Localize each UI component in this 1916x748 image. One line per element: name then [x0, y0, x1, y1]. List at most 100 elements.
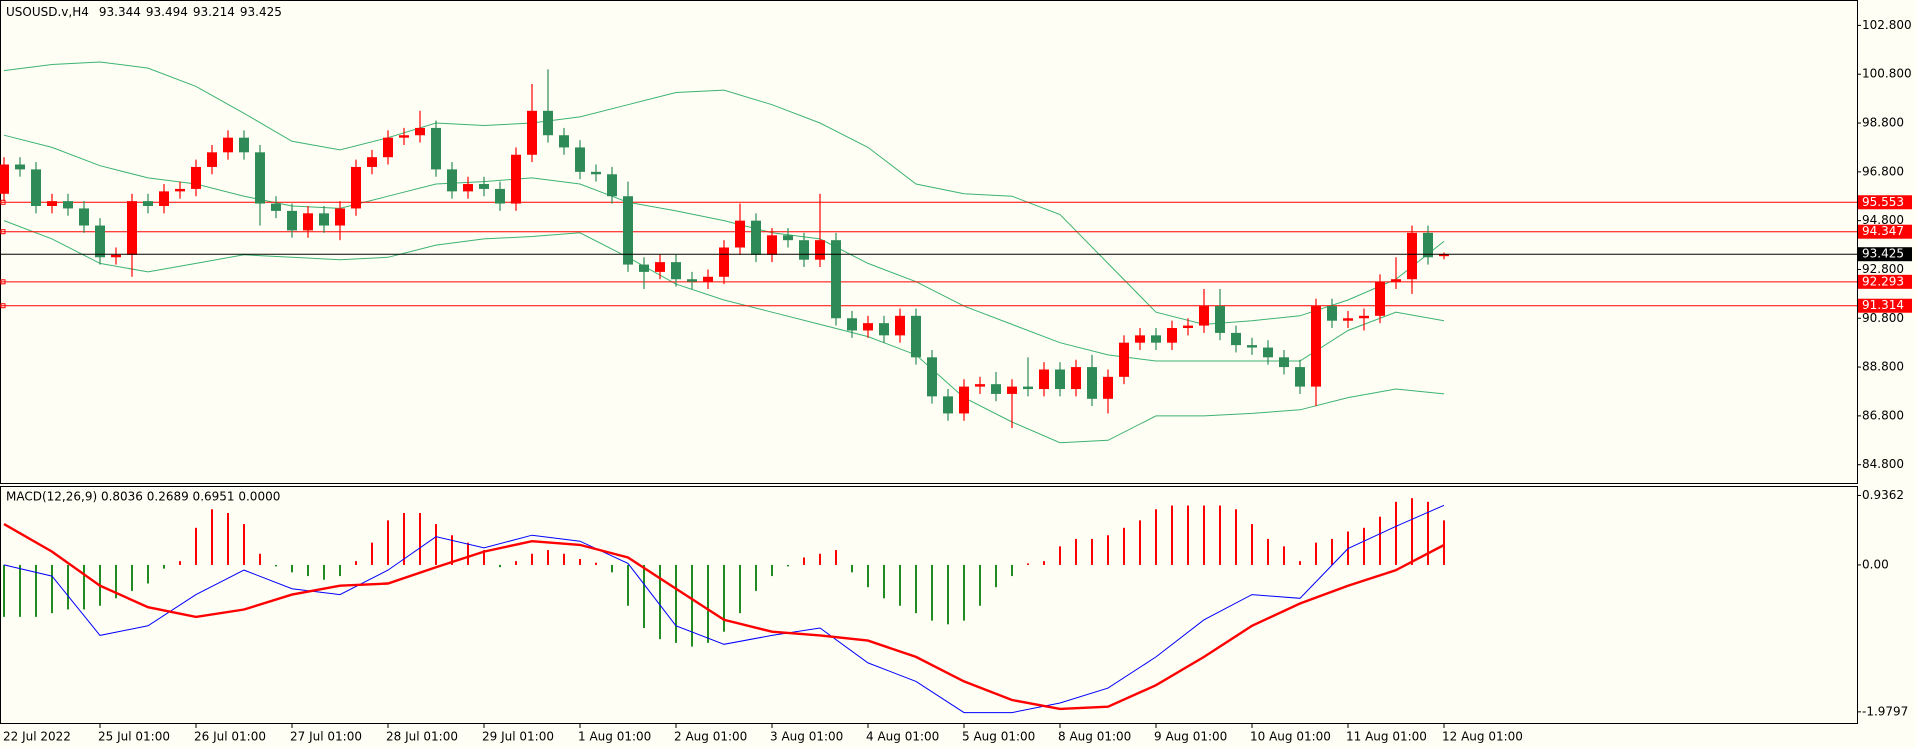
candle-body: [0, 164, 9, 194]
candle-body: [527, 110, 537, 155]
macd-bar: [723, 564, 725, 632]
macd-bar: [899, 564, 901, 606]
y-tick-label: 96.800: [1862, 164, 1904, 178]
candle-body: [655, 262, 665, 272]
y-tick-label: 0.9362: [1862, 488, 1904, 502]
x-tick-label: 5 Aug 01:00: [962, 730, 1035, 744]
macd-bar: [643, 564, 645, 629]
macd-bar: [195, 527, 197, 565]
candle-body: [1199, 306, 1209, 326]
macd-bar: [1411, 498, 1413, 565]
candle-body: [1295, 367, 1305, 387]
candle-body: [63, 201, 73, 209]
macd-bar: [515, 561, 517, 565]
macd-bar: [435, 524, 437, 565]
candle-body: [1279, 357, 1289, 368]
y-tick-label: 86.800: [1862, 408, 1904, 422]
candle-body: [1231, 332, 1241, 346]
candle-body: [1423, 232, 1433, 258]
macd-bar: [1027, 563, 1029, 565]
macd-bar: [1427, 501, 1429, 565]
candle-body: [1007, 386, 1017, 394]
candle-body: [847, 318, 857, 331]
macd-bar: [1283, 546, 1285, 565]
x-tick-label: 26 Jul 01:00: [194, 730, 266, 744]
x-tick-label: 28 Jul 01:00: [386, 730, 458, 744]
macd-bar: [547, 550, 549, 565]
candle-body: [511, 154, 521, 204]
macd-bar: [931, 564, 933, 621]
candle-body: [575, 147, 585, 172]
y-tick-label: -1.9797: [1862, 704, 1908, 718]
macd-bar: [819, 553, 821, 565]
y-tick-label: 94.800: [1862, 213, 1904, 227]
macd-bar: [675, 564, 677, 643]
macd-bar: [1187, 505, 1189, 565]
price-label-box: [1858, 195, 1912, 210]
candle-body: [47, 201, 57, 207]
candle-body: [383, 137, 393, 158]
candle-body: [1215, 306, 1225, 333]
macd-bar: [1395, 501, 1397, 565]
price-label-box: [1858, 298, 1912, 313]
macd-bar: [611, 564, 613, 573]
y-tick-label: 92.800: [1862, 262, 1904, 276]
macd-bar: [787, 564, 789, 567]
macd-bar: [211, 509, 213, 565]
macd-bar: [963, 564, 965, 621]
candle-body: [415, 127, 425, 136]
macd-bar: [227, 512, 229, 565]
candle-body: [367, 157, 377, 167]
macd-bar: [387, 520, 389, 565]
header: USOUSD.v,H4 93.344 93.494 93.214 93.425: [6, 5, 282, 19]
macd-bar: [659, 564, 661, 640]
price-label-box: [1858, 224, 1912, 239]
candle-body: [143, 201, 153, 207]
x-tick-label: 12 Aug 01:00: [1442, 730, 1523, 744]
macd-bar: [467, 542, 469, 565]
candle-body: [399, 135, 409, 138]
x-tick-label: 1 Aug 01:00: [578, 730, 651, 744]
macd-bar: [179, 561, 181, 565]
macd-bar: [835, 550, 837, 565]
candle-body: [1311, 306, 1321, 387]
macd-bar: [163, 564, 165, 569]
macd-bar: [995, 564, 997, 588]
bollinger-band: [3, 220, 1445, 444]
candle-body: [223, 137, 233, 153]
candle-body: [751, 220, 761, 255]
price-label: 92.293: [1862, 274, 1904, 288]
macd-bar: [1267, 538, 1269, 565]
candle-body: [815, 240, 825, 260]
candle-body: [559, 135, 569, 148]
main-frame: [0, 0, 1858, 484]
macd-line: [3, 504, 1445, 714]
candle-body: [1055, 369, 1065, 390]
candle-body: [127, 201, 137, 255]
candle-body: [895, 315, 905, 336]
macd-bar: [739, 564, 741, 614]
candle-body: [767, 235, 777, 255]
x-tick-label: 22 Jul 2022: [3, 730, 71, 744]
candle-body: [607, 174, 617, 197]
candle-body: [1263, 347, 1273, 358]
candle-body: [191, 166, 201, 189]
macd-bar: [499, 564, 501, 568]
close-value: 93.425: [240, 5, 282, 19]
candle-body: [671, 262, 681, 280]
candle-body: [623, 196, 633, 265]
macd-line: [3, 523, 1445, 711]
x-tick-label: 2 Aug 01:00: [674, 730, 747, 744]
macd-bar: [563, 553, 565, 565]
macd-bar: [707, 564, 709, 643]
macd-bar: [67, 564, 69, 610]
macd-bar: [51, 564, 53, 614]
price-label-box: [1858, 247, 1912, 262]
macd-bar: [579, 558, 581, 565]
macd-bar: [1219, 505, 1221, 565]
macd-bar: [1363, 527, 1365, 565]
candle-body: [463, 184, 473, 192]
x-tick-label: 27 Jul 01:00: [290, 730, 362, 744]
